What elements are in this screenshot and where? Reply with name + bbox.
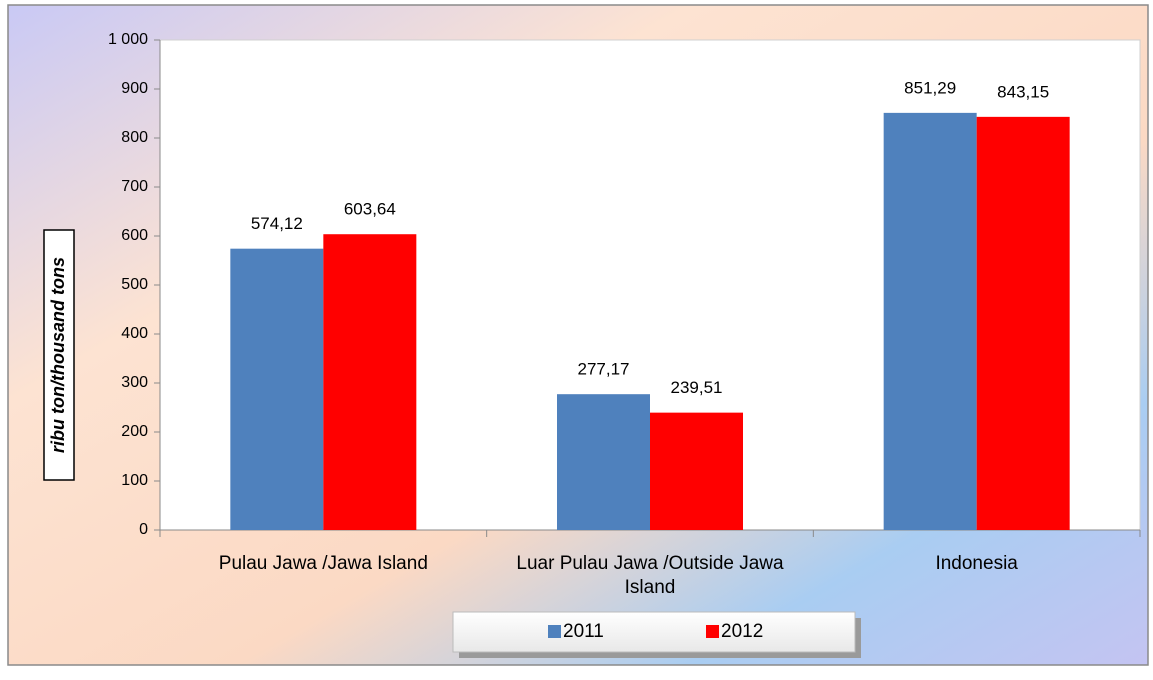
- y-tick-label: 500: [121, 276, 148, 293]
- value-label: 574,12: [251, 214, 303, 233]
- x-tick-label-line: Luar Pulau Jawa /Outside Jawa: [516, 553, 784, 574]
- bar: [650, 412, 743, 530]
- bar: [557, 394, 650, 530]
- y-tick-label: 400: [121, 325, 148, 342]
- y-tick-label: 1 000: [108, 31, 148, 48]
- value-label: 277,17: [578, 360, 630, 379]
- bar: [883, 112, 977, 531]
- legend-label: 2011: [563, 621, 604, 642]
- legend-label: 2012: [721, 621, 763, 642]
- value-label: 851,29: [904, 78, 956, 97]
- bar: [230, 248, 324, 530]
- y-tick-label: 900: [121, 80, 148, 97]
- y-tick-label: 100: [121, 472, 148, 489]
- x-tick-label: Luar Pulau Jawa /Outside Jawa Island: [516, 553, 784, 598]
- legend-swatch: [706, 625, 719, 638]
- x-tick-label: Indonesia: [935, 553, 1018, 574]
- x-tick-label: Pulau Jawa /Jawa Island: [219, 553, 428, 574]
- y-tick-label: 200: [121, 423, 148, 440]
- legend-swatch: [548, 625, 561, 638]
- y-tick-label: 800: [121, 129, 148, 146]
- value-label: 843,15: [997, 82, 1049, 101]
- y-tick-label: 0: [139, 521, 148, 538]
- value-label: 239,51: [671, 378, 723, 397]
- y-axis-label: ribu ton/thousand tons: [48, 257, 68, 453]
- y-tick-label: 600: [121, 227, 148, 244]
- bar: [323, 234, 417, 530]
- y-tick-label: 700: [121, 178, 148, 195]
- bar: [976, 116, 1070, 530]
- y-label-box: [43, 229, 75, 481]
- legend-box: [452, 611, 856, 653]
- y-tick-label: 300: [121, 374, 148, 391]
- x-tick-label-line: Island: [625, 577, 676, 598]
- value-label: 603,64: [344, 200, 396, 219]
